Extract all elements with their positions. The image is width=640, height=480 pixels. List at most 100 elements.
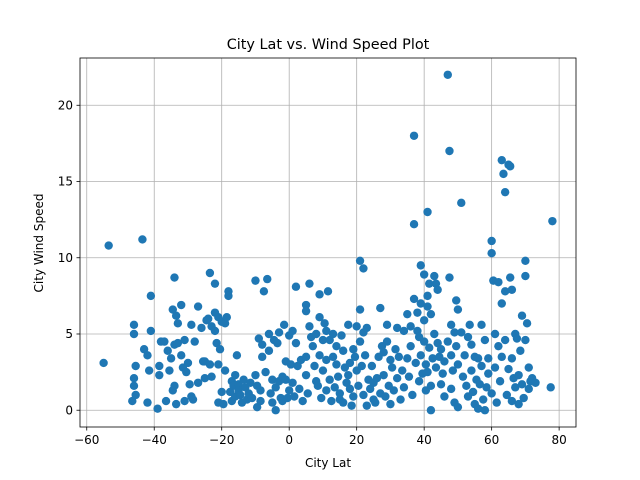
data-point bbox=[274, 328, 284, 337]
data-point bbox=[200, 374, 210, 383]
data-point bbox=[467, 366, 476, 375]
data-point bbox=[284, 386, 294, 395]
data-point bbox=[335, 389, 345, 398]
data-point bbox=[438, 369, 447, 378]
grid bbox=[80, 58, 576, 427]
data-point bbox=[413, 308, 422, 317]
data-point bbox=[419, 316, 429, 325]
data-point bbox=[143, 351, 152, 360]
data-point bbox=[193, 378, 203, 387]
data-point bbox=[281, 375, 291, 384]
x-tick-label: 80 bbox=[551, 433, 566, 447]
data-point bbox=[396, 395, 405, 404]
data-point bbox=[327, 396, 336, 406]
data-point bbox=[180, 335, 189, 345]
y-tick-label: 10 bbox=[58, 251, 73, 265]
data-point bbox=[318, 335, 328, 345]
data-point bbox=[465, 320, 474, 330]
data-point bbox=[409, 294, 419, 304]
data-point bbox=[473, 354, 483, 363]
data-point bbox=[286, 360, 296, 369]
data-point bbox=[414, 377, 424, 386]
data-point bbox=[338, 346, 348, 355]
data-point bbox=[322, 326, 331, 336]
data-point bbox=[266, 389, 275, 398]
data-point bbox=[344, 370, 353, 380]
data-point bbox=[131, 390, 140, 400]
data-point bbox=[428, 354, 437, 363]
data-point bbox=[521, 271, 530, 281]
data-point bbox=[298, 396, 307, 406]
data-point bbox=[357, 361, 366, 371]
data-point bbox=[445, 273, 454, 282]
data-point bbox=[311, 329, 321, 339]
data-point bbox=[180, 396, 189, 406]
data-point bbox=[330, 383, 339, 392]
data-point bbox=[332, 341, 341, 351]
data-point bbox=[392, 323, 402, 333]
data-point bbox=[207, 372, 216, 381]
data-point bbox=[506, 273, 515, 282]
data-point bbox=[261, 367, 270, 377]
data-point bbox=[355, 256, 365, 265]
data-point bbox=[328, 329, 338, 339]
data-point bbox=[398, 366, 407, 375]
data-point bbox=[295, 384, 304, 394]
data-point bbox=[506, 162, 515, 171]
data-point bbox=[290, 392, 299, 401]
data-point bbox=[460, 351, 469, 360]
data-point bbox=[190, 337, 199, 346]
data-point bbox=[511, 383, 520, 392]
data-point bbox=[315, 290, 324, 299]
data-point bbox=[301, 352, 311, 362]
data-point bbox=[507, 285, 517, 294]
y-tick-label: 15 bbox=[58, 175, 73, 189]
data-point bbox=[524, 363, 533, 372]
data-point bbox=[251, 276, 260, 285]
data-point bbox=[382, 337, 392, 346]
data-point bbox=[494, 341, 503, 351]
data-point bbox=[419, 270, 429, 279]
data-point bbox=[144, 366, 154, 375]
data-point bbox=[273, 338, 282, 348]
x-axis-ticks: −60 −40 −20 0 20 40 60 80 bbox=[74, 427, 567, 447]
data-point bbox=[416, 261, 425, 270]
data-point bbox=[320, 319, 329, 328]
data-point bbox=[487, 248, 496, 258]
data-point bbox=[247, 393, 257, 403]
data-point bbox=[271, 406, 280, 415]
data-point bbox=[484, 369, 493, 378]
data-point bbox=[419, 337, 429, 346]
data-point bbox=[210, 326, 220, 336]
data-point bbox=[514, 399, 523, 409]
data-point bbox=[452, 341, 461, 351]
data-point bbox=[239, 375, 248, 384]
data-point bbox=[473, 404, 483, 413]
x-tick-label: −60 bbox=[74, 433, 99, 447]
data-point bbox=[411, 358, 420, 368]
data-point bbox=[487, 389, 496, 398]
data-point bbox=[279, 320, 289, 330]
data-point bbox=[129, 329, 139, 339]
data-point bbox=[305, 322, 314, 331]
data-point bbox=[264, 329, 274, 339]
data-point bbox=[355, 337, 365, 346]
data-point bbox=[288, 326, 297, 336]
data-point bbox=[463, 332, 473, 342]
data-point bbox=[338, 398, 348, 407]
data-point bbox=[521, 256, 530, 265]
data-point bbox=[416, 299, 425, 308]
data-point bbox=[500, 335, 510, 345]
data-point bbox=[500, 187, 510, 197]
data-point bbox=[301, 370, 311, 380]
data-point bbox=[443, 70, 452, 79]
data-point bbox=[222, 313, 231, 322]
x-tick-label: −40 bbox=[142, 433, 167, 447]
data-point bbox=[458, 372, 468, 381]
data-point bbox=[517, 311, 527, 320]
data-point bbox=[453, 360, 463, 369]
data-point bbox=[457, 198, 466, 208]
data-point bbox=[256, 396, 265, 406]
data-point bbox=[231, 370, 240, 380]
